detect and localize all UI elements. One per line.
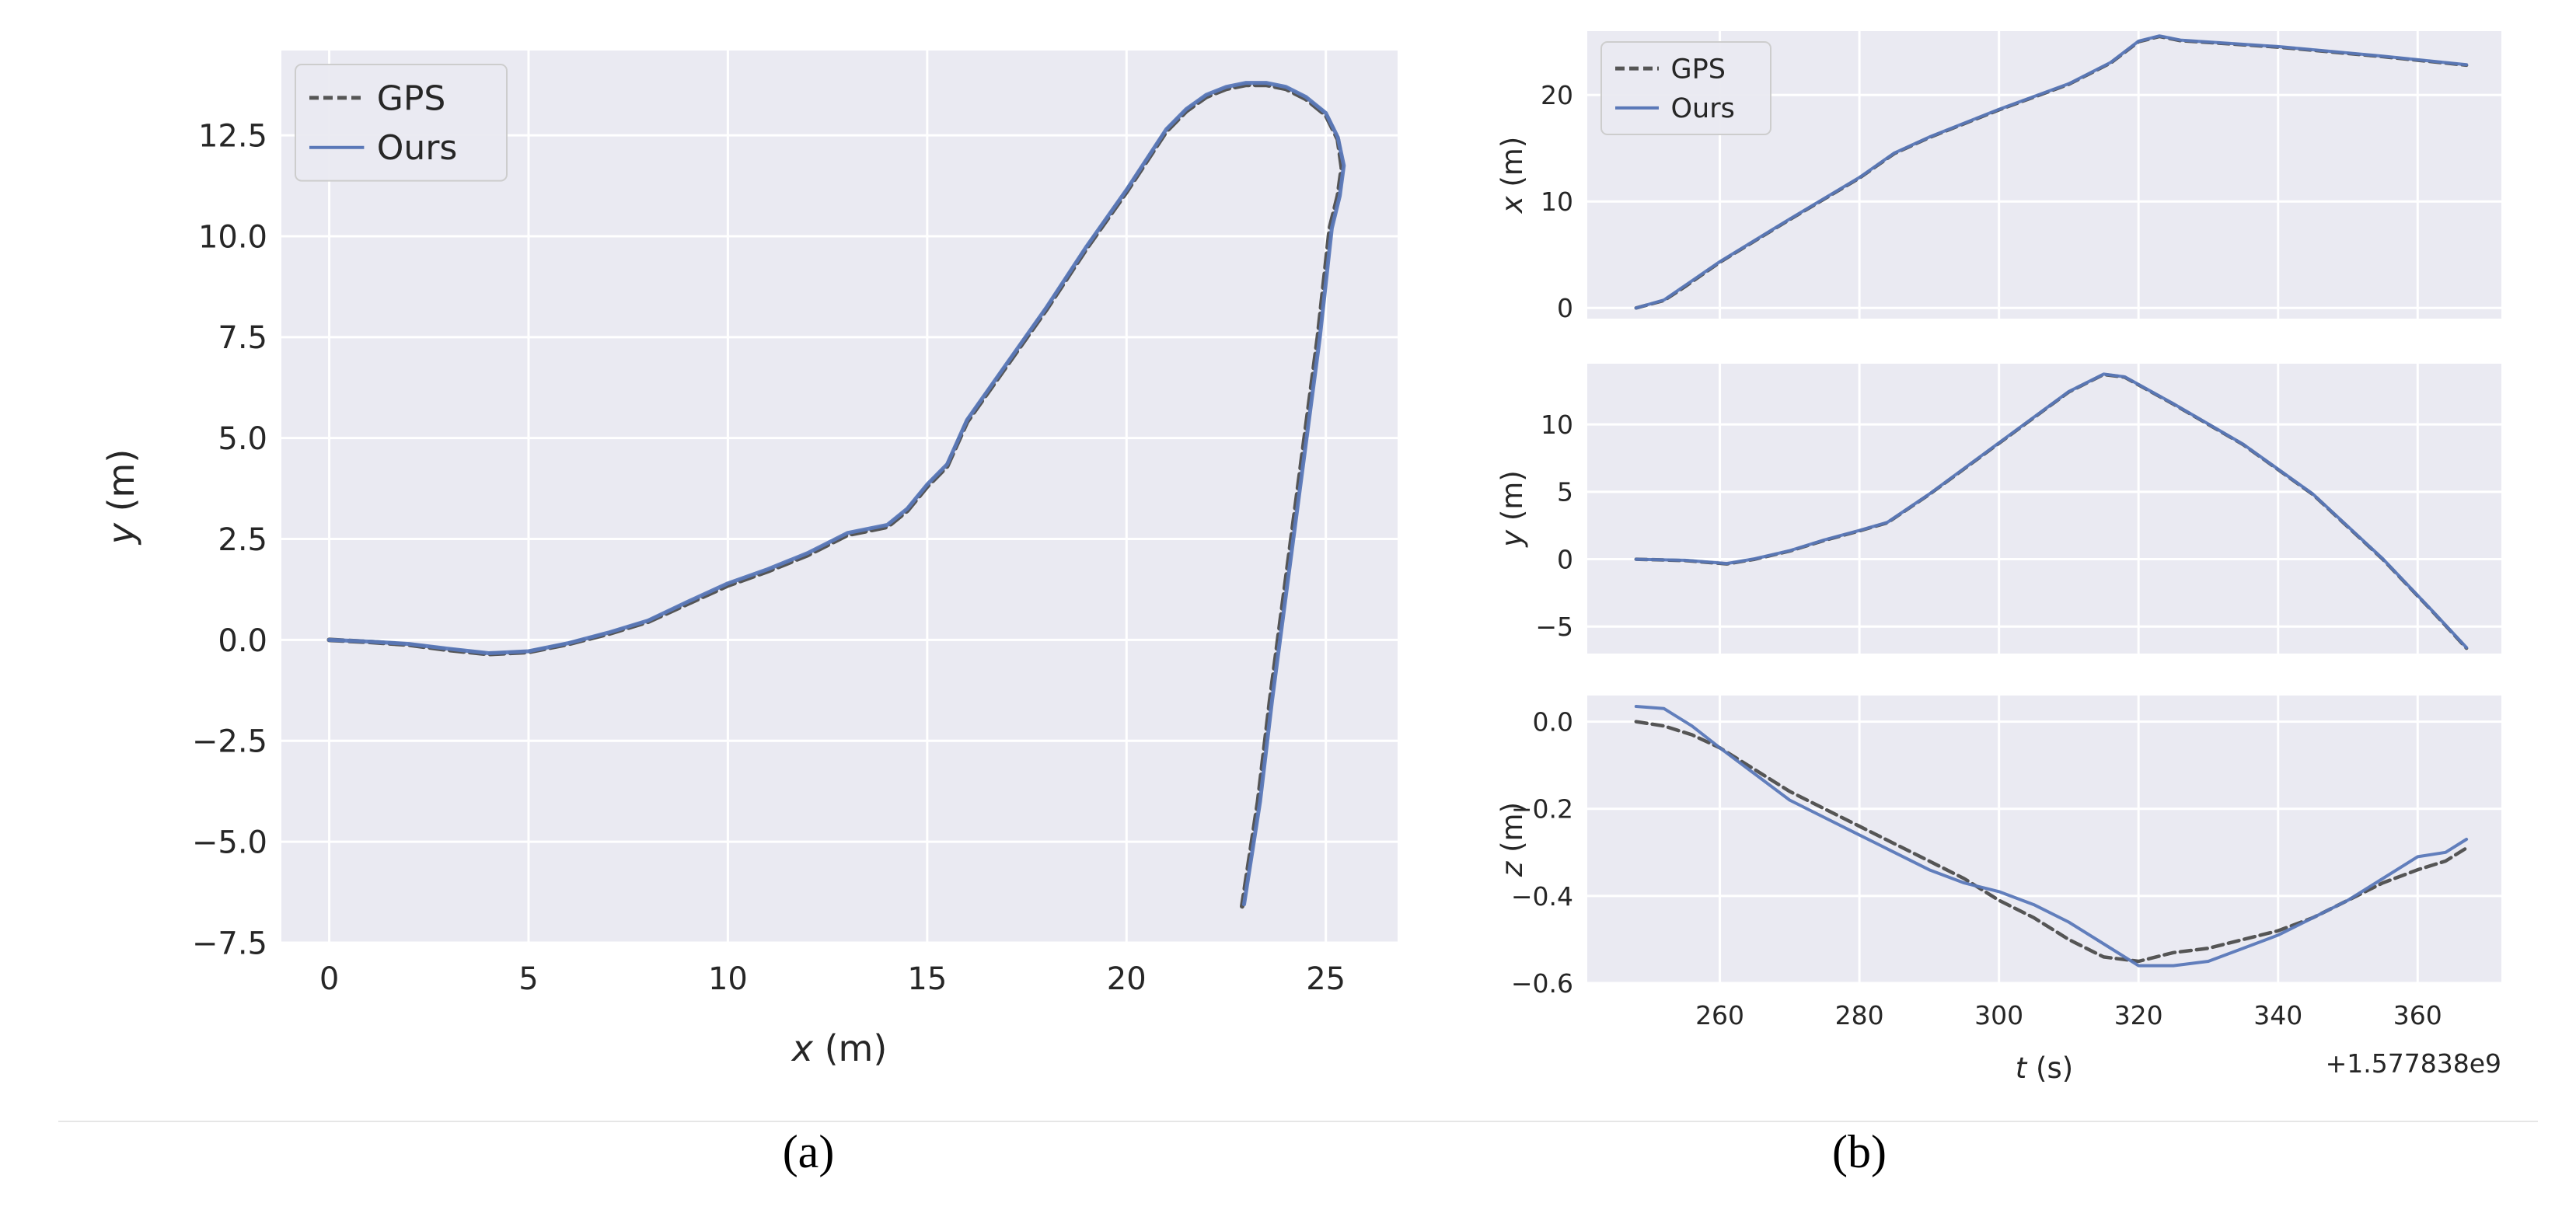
y-tick-label: −0.6 [1511,968,1573,999]
caption-b: (b) [1832,1126,1887,1177]
y-tick-label: 0 [1557,293,1573,323]
chart-b-x-vs-time: 0 10 20 x (m) GPS Ours [1496,31,2501,323]
y-axis-label-var: y [1496,529,1529,548]
legend-label-ours: Ours [1671,93,1735,124]
y-tick-label: −0.2 [1511,794,1573,825]
y-tick-label: 7.5 [218,320,267,356]
y-tick-label: 5.0 [218,421,267,457]
y-tick-label: 5 [1557,477,1573,507]
x-axis-label: t (s) [2016,1051,2073,1085]
y-tick-label: −5 [1535,612,1573,642]
y-tick-label: −0.4 [1511,881,1573,912]
legend-label-ours: Ours [377,128,458,168]
y-axis-label-unit: (m) [1496,137,1529,197]
y-tick-label: −2.5 [192,724,267,760]
y-axis-label: x (m) [1496,137,1529,214]
y-tick-label: 20 [1541,80,1573,110]
x-tick-label: 300 [1974,1000,2023,1030]
chart-a-trajectory-xy: −7.5 −5.0 −2.5 0.0 2.5 5.0 7.5 10.0 12.5 0 5 10 15 20… [100,51,1398,1069]
y-axis-label-var: y [100,522,142,546]
y-axis-label: z (m) [1496,802,1529,877]
series-line-ours [1634,705,2469,968]
y-tick-label: 2.5 [218,522,267,558]
x-axis-label: x (m) [791,1027,888,1069]
x-offset-label: +1.577838e9 [2326,1048,2501,1079]
x-axis-label-unit: (s) [2026,1051,2073,1085]
y-tick-label: −7.5 [192,926,267,961]
legend-label-gps: GPS [377,78,446,118]
series-line-ours [1634,34,2469,310]
series-line-ours [327,81,1346,907]
y-tick-label: 0 [1557,544,1573,574]
x-tick-label: 340 [2253,1000,2302,1030]
y-tick-label: 10 [1541,187,1573,217]
x-axis-label-unit: (m) [813,1027,887,1069]
legend-label-gps: GPS [1671,54,1726,85]
x-tick-label: 360 [2393,1000,2442,1030]
y-tick-label: 10 [1541,410,1573,440]
x-tick-label: 10 [708,961,748,997]
y-tick-label: −5.0 [192,825,267,861]
legend-box [295,64,508,182]
x-tick-label: 320 [2114,1000,2163,1030]
chart-b-y-vs-time: −5 0 5 10 y (m) [1496,364,2501,654]
caption-a: (a) [783,1126,835,1177]
legend: GPS Ours [1600,41,1771,135]
y-tick-label: 0.0 [1533,707,1573,738]
x-tick-label: 0 [319,961,339,997]
y-tick-label: 12.5 [198,118,267,154]
legend-box [1600,41,1771,135]
y-axis-label-var: x [1496,195,1529,214]
x-tick-label: 20 [1107,961,1147,997]
y-tick-label: 10.0 [198,219,267,255]
y-axis-label-unit: (m) [1496,802,1529,862]
x-tick-label: 280 [1835,1000,1884,1030]
x-tick-label: 260 [1695,1000,1744,1030]
legend: GPS Ours [295,64,508,182]
x-axis-label-var: x [791,1027,814,1069]
plot-area [1587,696,2501,983]
x-tick-label: 5 [518,961,538,997]
x-tick-label: 15 [907,961,947,997]
plot-area [281,51,1398,943]
y-axis-label-unit: (m) [100,449,142,523]
plot-area [1587,364,2501,654]
x-tick-label: 25 [1306,961,1346,997]
series-line-ours [1634,372,2469,650]
y-axis-label-var: z [1496,860,1529,877]
chart-b-z-vs-time: −0.6 −0.4 −0.2 0.0 260 280 300 320 340 360 z (m) t … [1496,696,2501,1085]
y-tick-label: 0.0 [218,623,267,659]
x-axis-label-var: t [2016,1051,2028,1085]
y-axis-label-unit: (m) [1496,470,1529,530]
y-axis-label: y (m) [1496,470,1529,548]
y-axis-label: y (m) [100,449,142,546]
